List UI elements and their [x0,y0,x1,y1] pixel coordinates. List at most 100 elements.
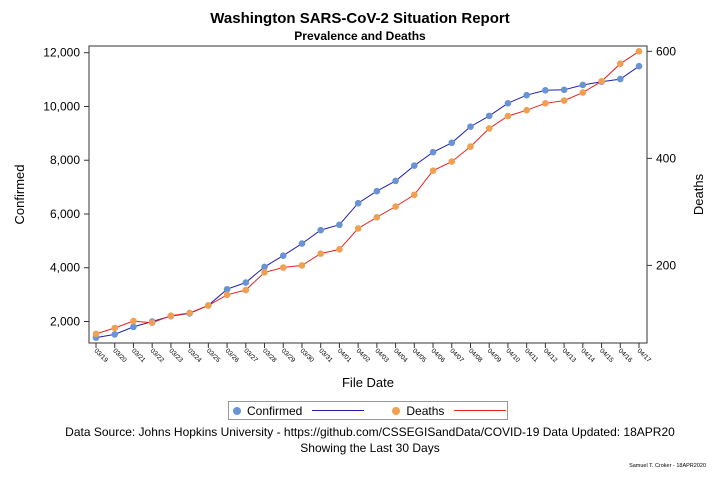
range-note: Showing the Last 30 Days [300,441,440,455]
data-point-confirmed [411,162,418,169]
data-point-confirmed [261,263,268,271]
series-line-confirmed [95,65,640,339]
chart-title: Washington SARS-CoV-2 Situation Report [210,10,510,27]
plot-frame [88,45,648,344]
x-tick-label: 03/25 [205,347,222,364]
data-point-confirmed [279,252,287,259]
data-point-deaths [279,264,287,271]
data-point-confirmed [130,323,137,331]
data-point-deaths [373,213,381,221]
data-point-deaths [467,143,474,150]
data-point-deaths [298,262,306,269]
data-point-deaths [598,78,605,85]
x-tick-label: 04/16 [617,347,634,364]
data-point-confirmed [542,87,549,94]
y-left-tick-label: 6,000 [50,207,80,221]
data-point-confirmed [111,331,119,338]
x-tick-label: 04/02 [355,347,372,364]
data-point-deaths [504,112,512,120]
x-tick-label: 04/09 [486,347,503,364]
x-tick-label: 04/05 [411,347,428,364]
x-tick-label: 04/10 [505,347,522,364]
legend-item-confirmed: Confirmed [233,404,388,418]
data-point-deaths [392,203,399,210]
data-source-note: Data Source: Johns Hopkins University - … [65,425,675,439]
x-tick-label: 03/29 [280,347,297,364]
x-tick-label: 03/19 [93,347,110,364]
legend-item-deaths: Deaths [392,403,507,418]
x-tick-label: 03/31 [317,347,334,364]
data-point-deaths [317,250,324,257]
data-point-deaths [111,324,119,332]
data-point-deaths [336,246,343,253]
data-point-deaths [429,167,437,174]
x-tick-label: 04/01 [336,347,353,364]
y-right-tick-label: 600 [656,44,676,58]
x-tick-label: 03/26 [224,347,241,364]
x-tick-label: 04/03 [373,347,390,364]
legend-label-deaths: Deaths [406,403,445,418]
data-point-deaths [92,330,100,338]
data-point-confirmed [616,75,624,83]
data-point-confirmed [298,240,306,247]
data-point-confirmed [392,177,399,185]
x-tick-label: 03/21 [130,347,147,364]
data-point-deaths [560,97,568,104]
x-tick-label: 04/12 [542,347,559,364]
data-point-confirmed [223,285,231,293]
x-tick-label: 04/13 [561,347,578,364]
x-tick-label: 03/20 [111,347,128,364]
series-line-deaths [95,50,640,335]
data-point-deaths [354,225,362,232]
data-point-confirmed [429,148,437,156]
data-point-confirmed [485,112,493,120]
data-point-deaths [485,125,493,132]
data-point-deaths [523,106,530,114]
y-left-tick-label: 10,000 [43,99,80,113]
x-tick-label: 04/14 [579,347,596,364]
x-tick-label: 03/24 [186,347,203,364]
data-point-deaths [186,309,193,317]
x-tick-label: 03/23 [167,347,184,364]
data-point-deaths [635,48,643,55]
data-point-confirmed [467,123,474,130]
x-tick-label: 04/17 [636,347,653,364]
data-point-confirmed [635,62,643,70]
data-point-deaths [411,191,418,199]
x-tick-label: 04/08 [467,347,484,364]
data-point-deaths [448,158,456,165]
data-point-deaths [616,60,624,67]
legend-line-deaths [454,410,507,411]
x-tick-label: 04/15 [598,347,615,364]
x-tick-label: 04/07 [448,347,465,364]
data-point-deaths [242,286,250,294]
chart-area: 2,000 4,000 6,000 8,000 10,000 12,000 200 400 60… [12,44,706,390]
y-left-tick-label: 8,000 [50,153,80,167]
x-axis-label: File Date [342,375,394,390]
data-point-confirmed [317,226,324,234]
y-left-axis-label: Confirmed [12,165,27,225]
y-left-tick-label: 2,000 [50,314,80,328]
legend-marker-deaths [392,406,401,415]
x-tick-label: 04/11 [523,347,539,363]
data-point-confirmed [354,199,362,207]
data-point-confirmed [560,86,568,94]
data-point-confirmed [504,99,512,107]
author-signature: Samuel T. Croker - 18APR2020 [629,463,706,469]
legend-line-confirmed [312,410,365,411]
y-right-tick-label: 200 [656,258,676,272]
data-point-deaths [261,269,268,276]
y-left-tick-label: 4,000 [50,261,80,275]
legend-marker-confirmed [233,406,241,415]
chart-subtitle: Prevalence and Deaths [294,29,426,43]
data-point-confirmed [373,187,381,195]
legend-label-confirmed: Confirmed [247,403,303,418]
x-tick-label: 04/04 [392,347,409,364]
data-point-confirmed [336,221,343,229]
y-right-tick-label: 400 [656,151,676,165]
x-tick-label: 03/28 [261,347,278,364]
y-right-axis-label: Deaths [691,173,706,215]
data-point-deaths [579,89,587,96]
x-tick-label: 03/30 [299,347,316,364]
y-left-tick-label: 12,000 [43,46,80,60]
